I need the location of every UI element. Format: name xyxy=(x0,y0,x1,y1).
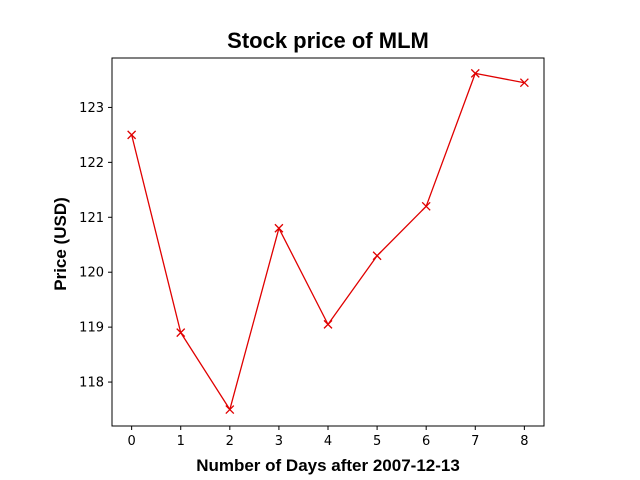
data-point-marker xyxy=(323,319,333,329)
x-tick-label: 7 xyxy=(471,434,479,449)
x-axis-label: Number of Days after 2007-12-13 xyxy=(196,456,460,475)
x-tick-label: 6 xyxy=(422,434,430,449)
x-tick-label: 0 xyxy=(127,434,135,449)
data-point-marker xyxy=(274,223,284,233)
x-tick-label: 4 xyxy=(324,434,332,449)
x-tick-label: 5 xyxy=(373,434,381,449)
x-tick-label: 8 xyxy=(520,434,528,449)
y-tick-label: 122 xyxy=(79,156,104,171)
data-point-marker xyxy=(470,68,480,78)
y-tick-label: 121 xyxy=(79,211,104,226)
data-point-marker xyxy=(372,251,382,261)
data-point-marker xyxy=(127,130,137,140)
chart-title: Stock price of MLM xyxy=(227,28,429,53)
y-tick-label: 120 xyxy=(79,266,104,281)
axes-frame xyxy=(111,57,545,427)
x-tick-label: 2 xyxy=(226,434,234,449)
y-tick-label: 118 xyxy=(79,376,104,391)
data-point-marker xyxy=(176,328,186,338)
data-point-marker xyxy=(519,78,529,88)
y-tick-label: 119 xyxy=(79,321,104,336)
y-tick-label: 123 xyxy=(79,101,104,116)
data-point-marker xyxy=(421,201,431,211)
y-axis-label: Price (USD) xyxy=(51,197,70,291)
series-line xyxy=(131,72,525,411)
x-tick-label: 3 xyxy=(275,434,283,449)
data-point-marker xyxy=(225,405,235,414)
x-tick-label: 1 xyxy=(177,434,185,449)
